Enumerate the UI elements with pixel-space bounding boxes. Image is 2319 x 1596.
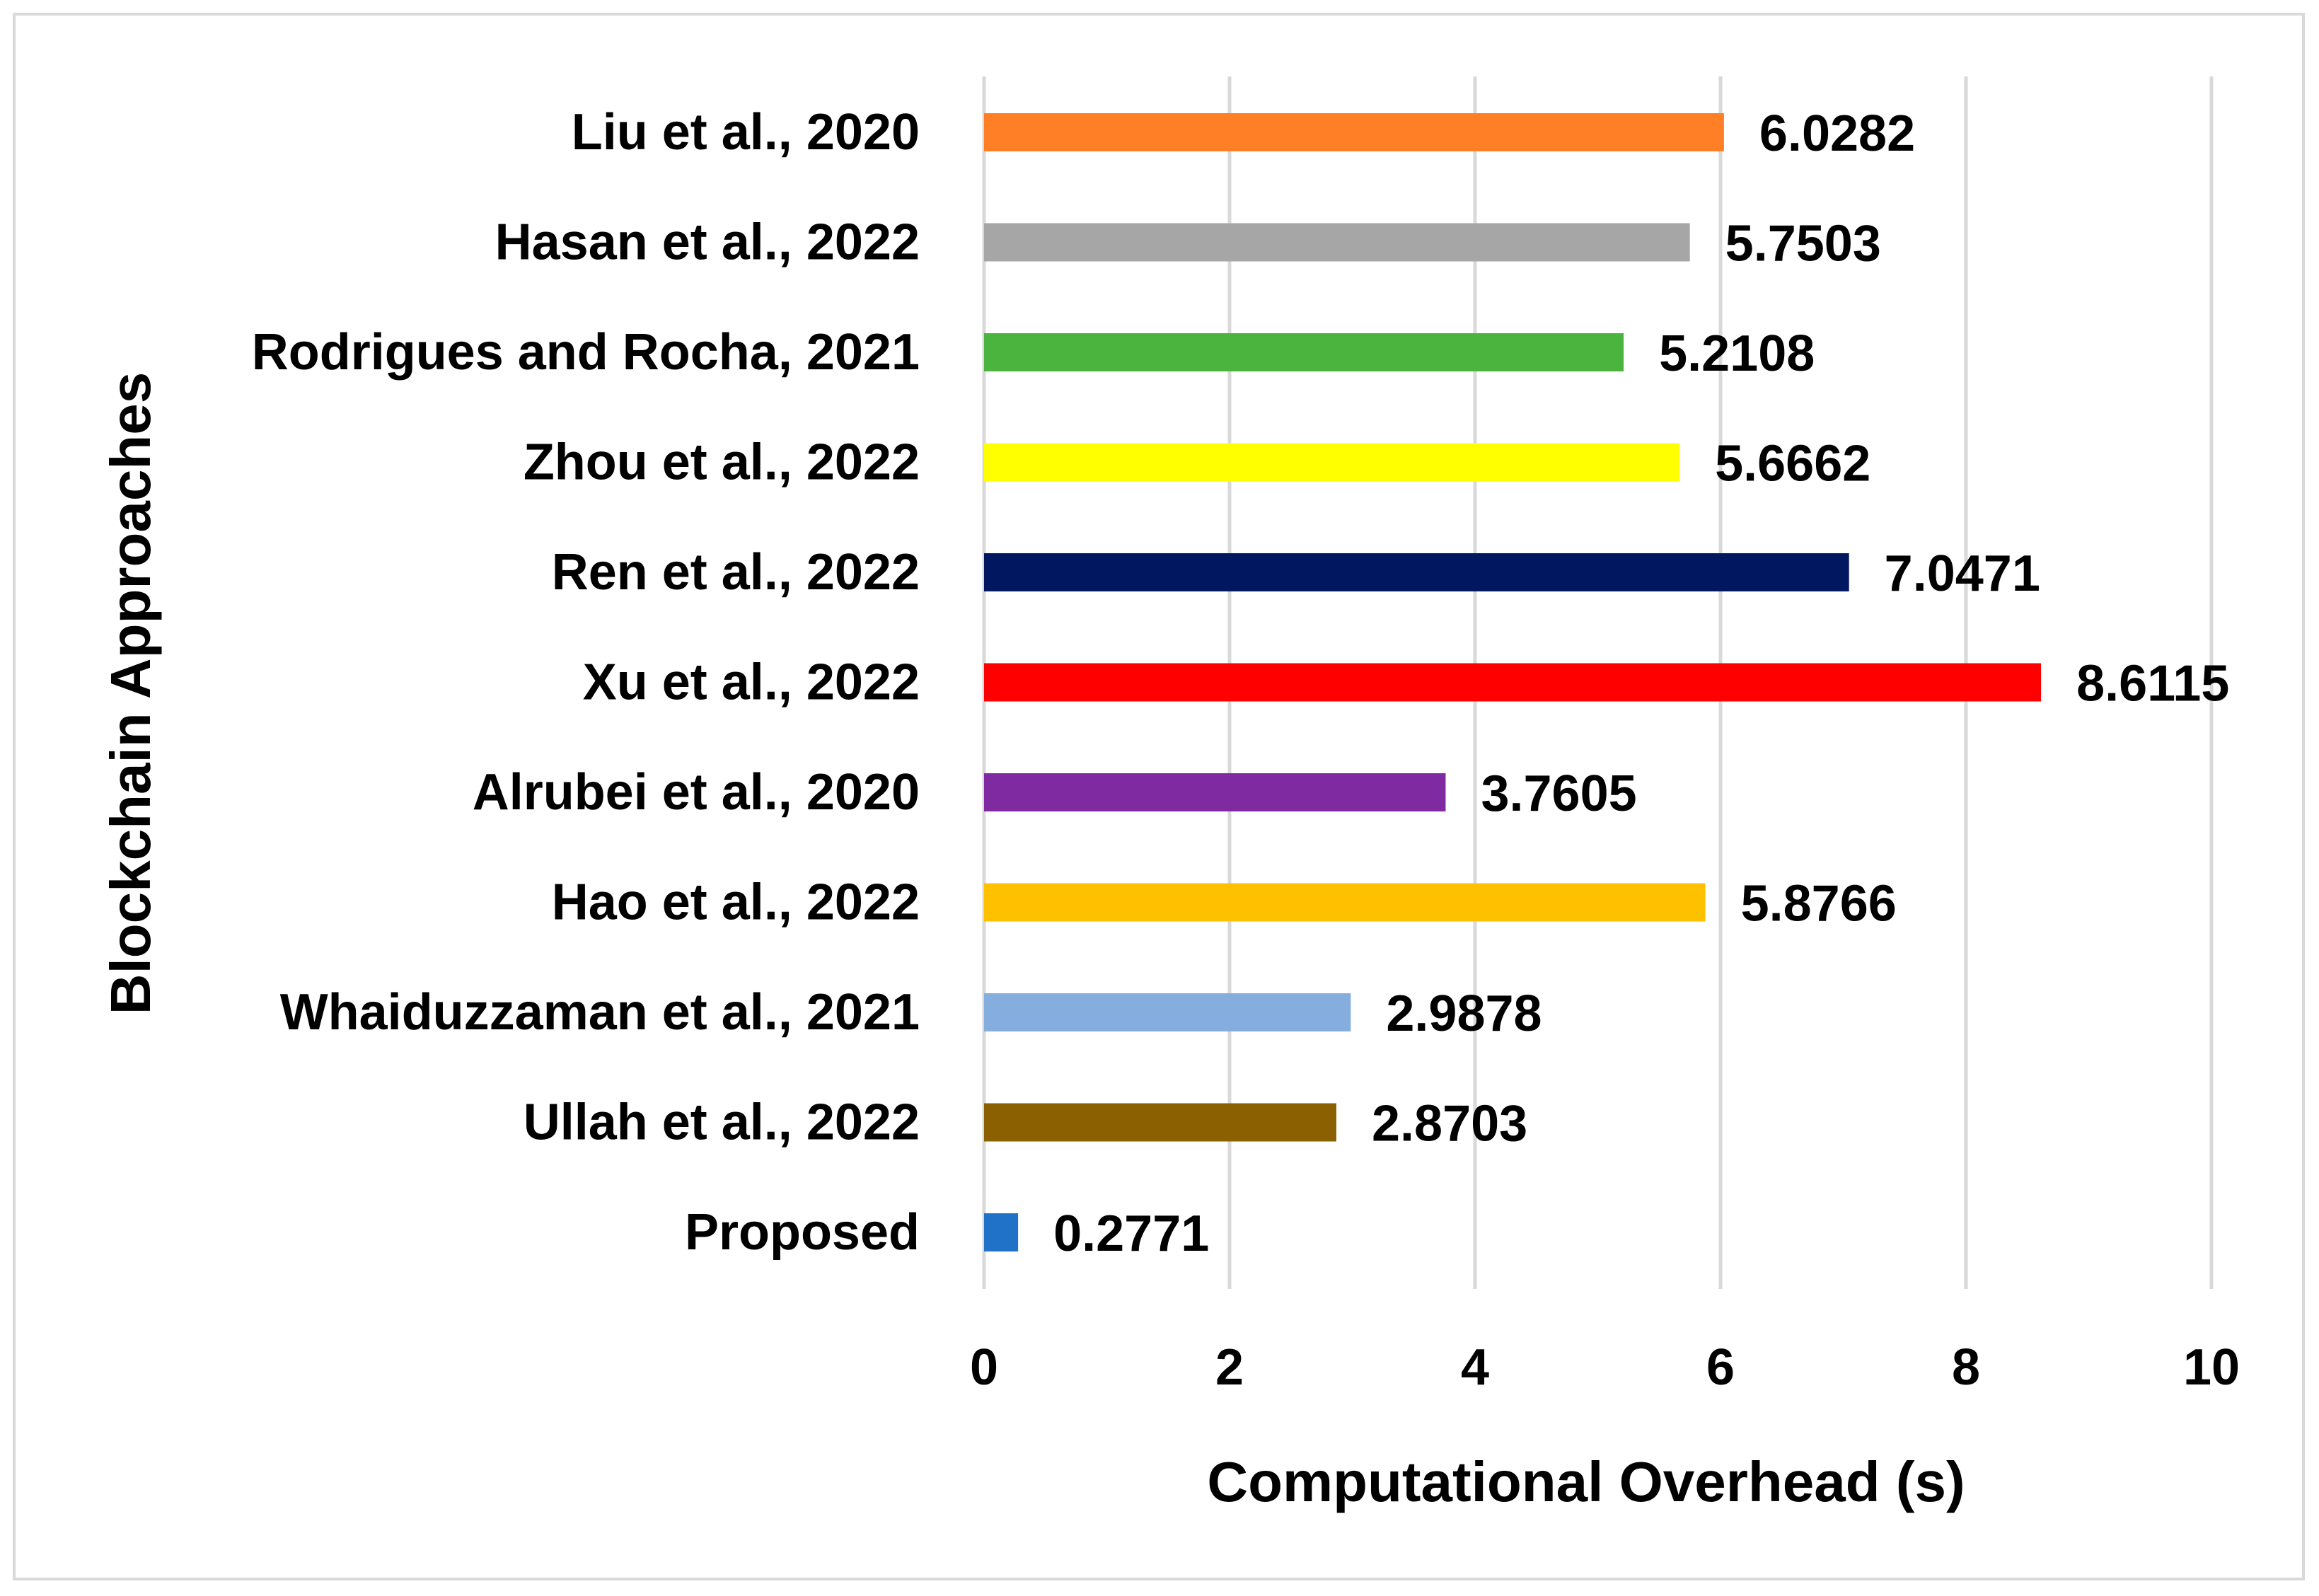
data-label: 5.7503 — [1725, 216, 1881, 272]
data-label: 8.6115 — [2076, 656, 2229, 712]
category-label: Zhou et al., 2022 — [524, 434, 920, 491]
data-label: 2.9878 — [1386, 985, 1542, 1042]
bar-chart: 6.0282 5.7503 5.2108 5.6662 7.0471 8.6115 3.76… — [99, 76, 2240, 1513]
data-label: 2.8703 — [1372, 1096, 1527, 1152]
category-labels: Liu et al., 2020 Hasan et al., 2022 Rodrig… — [252, 104, 920, 1261]
category-label: Proposed — [685, 1204, 920, 1261]
bar — [984, 1103, 1336, 1142]
data-label: 5.6662 — [1715, 436, 1870, 492]
category-label: Whaiduzzaman et al., 2021 — [280, 984, 920, 1041]
x-tick-label: 8 — [1952, 1339, 1980, 1396]
data-label: 7.0471 — [1885, 545, 2040, 602]
bar — [984, 223, 1690, 262]
category-label: Ren et al., 2022 — [552, 544, 920, 601]
x-tick-label: 4 — [1461, 1339, 1489, 1396]
data-label: 5.2108 — [1659, 325, 1815, 382]
category-label: Hao et al., 2022 — [552, 874, 920, 931]
x-tick-label: 2 — [1215, 1339, 1244, 1396]
bar — [984, 553, 1849, 591]
bar — [984, 333, 1624, 371]
bar — [984, 443, 1680, 482]
bar — [984, 113, 1724, 151]
y-axis-title: Blockchain Approaches — [99, 372, 162, 1014]
category-label: Rodrigues and Rocha, 2021 — [252, 324, 920, 381]
bar — [984, 1213, 1019, 1251]
bar — [984, 993, 1351, 1031]
value-labels: 6.0282 5.7503 5.2108 5.6662 7.0471 8.6115 3.76… — [1053, 105, 2229, 1262]
data-label: 0.2771 — [1053, 1205, 1209, 1262]
x-axis-title: Computational Overhead (s) — [1207, 1450, 1965, 1513]
data-label: 3.7605 — [1481, 765, 1636, 822]
bar — [984, 773, 1446, 811]
x-tick-label: 0 — [970, 1339, 998, 1396]
chart-frame: 6.0282 5.7503 5.2108 5.6662 7.0471 8.6115 3.76… — [13, 13, 2305, 1580]
data-label: 5.8766 — [1741, 876, 1897, 932]
data-label: 6.0282 — [1759, 105, 1915, 162]
category-label: Hasan et al., 2022 — [495, 214, 920, 271]
category-label: Ullah et al., 2022 — [524, 1094, 920, 1151]
bar — [984, 883, 1706, 922]
x-tick-label: 10 — [2183, 1339, 2240, 1396]
x-tick-labels: 0 2 4 6 8 10 — [970, 1339, 2240, 1396]
category-label: Xu et al., 2022 — [583, 654, 920, 711]
category-label: Alrubei et al., 2020 — [473, 764, 920, 821]
bars — [984, 113, 2042, 1251]
x-tick-label: 6 — [1706, 1339, 1735, 1396]
category-label: Liu et al., 2020 — [572, 104, 920, 161]
bar — [984, 663, 2042, 702]
